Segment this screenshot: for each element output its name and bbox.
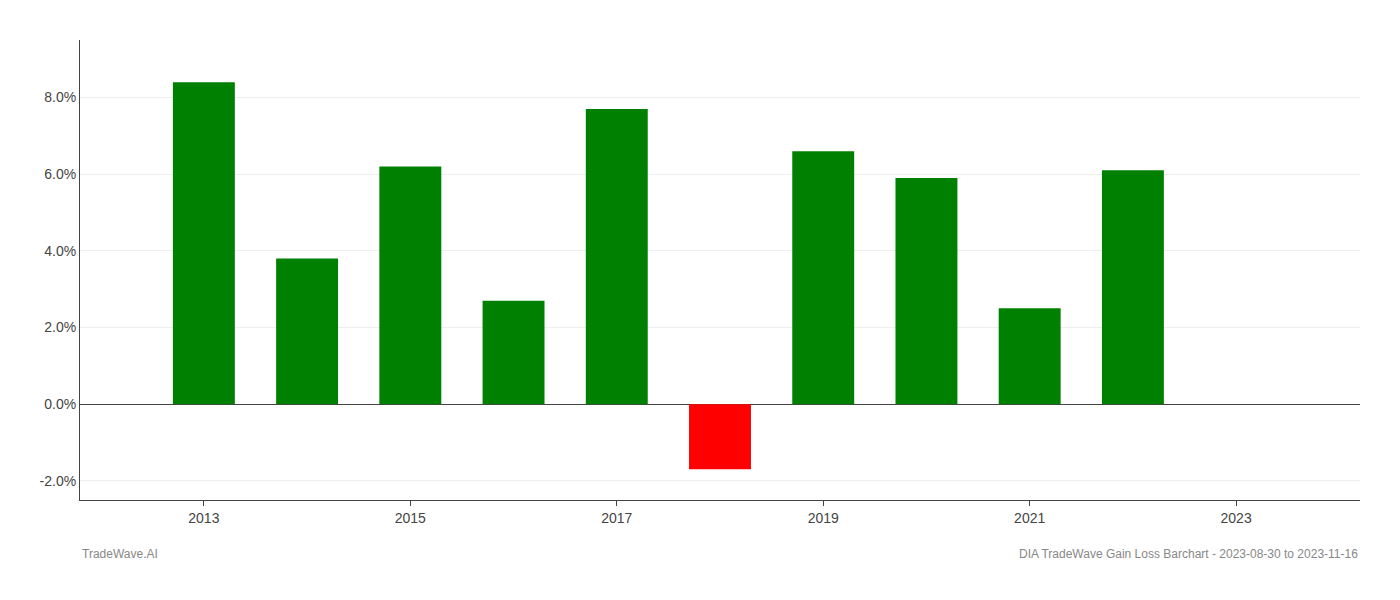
svg-text:-2.0%: -2.0% — [40, 473, 77, 489]
svg-text:2023: 2023 — [1221, 510, 1252, 526]
svg-text:2019: 2019 — [808, 510, 839, 526]
svg-text:8.0%: 8.0% — [44, 89, 76, 105]
svg-text:2015: 2015 — [395, 510, 426, 526]
svg-text:6.0%: 6.0% — [44, 166, 76, 182]
svg-text:2021: 2021 — [1014, 510, 1045, 526]
svg-text:2.0%: 2.0% — [44, 319, 76, 335]
svg-text:DIA TradeWave Gain Loss Barcha: DIA TradeWave Gain Loss Barchart - 2023-… — [1019, 547, 1358, 561]
svg-text:TradeWave.AI: TradeWave.AI — [82, 547, 158, 561]
svg-text:2013: 2013 — [188, 510, 219, 526]
svg-text:0.0%: 0.0% — [44, 396, 76, 412]
svg-text:4.0%: 4.0% — [44, 243, 76, 259]
svg-text:2017: 2017 — [601, 510, 632, 526]
